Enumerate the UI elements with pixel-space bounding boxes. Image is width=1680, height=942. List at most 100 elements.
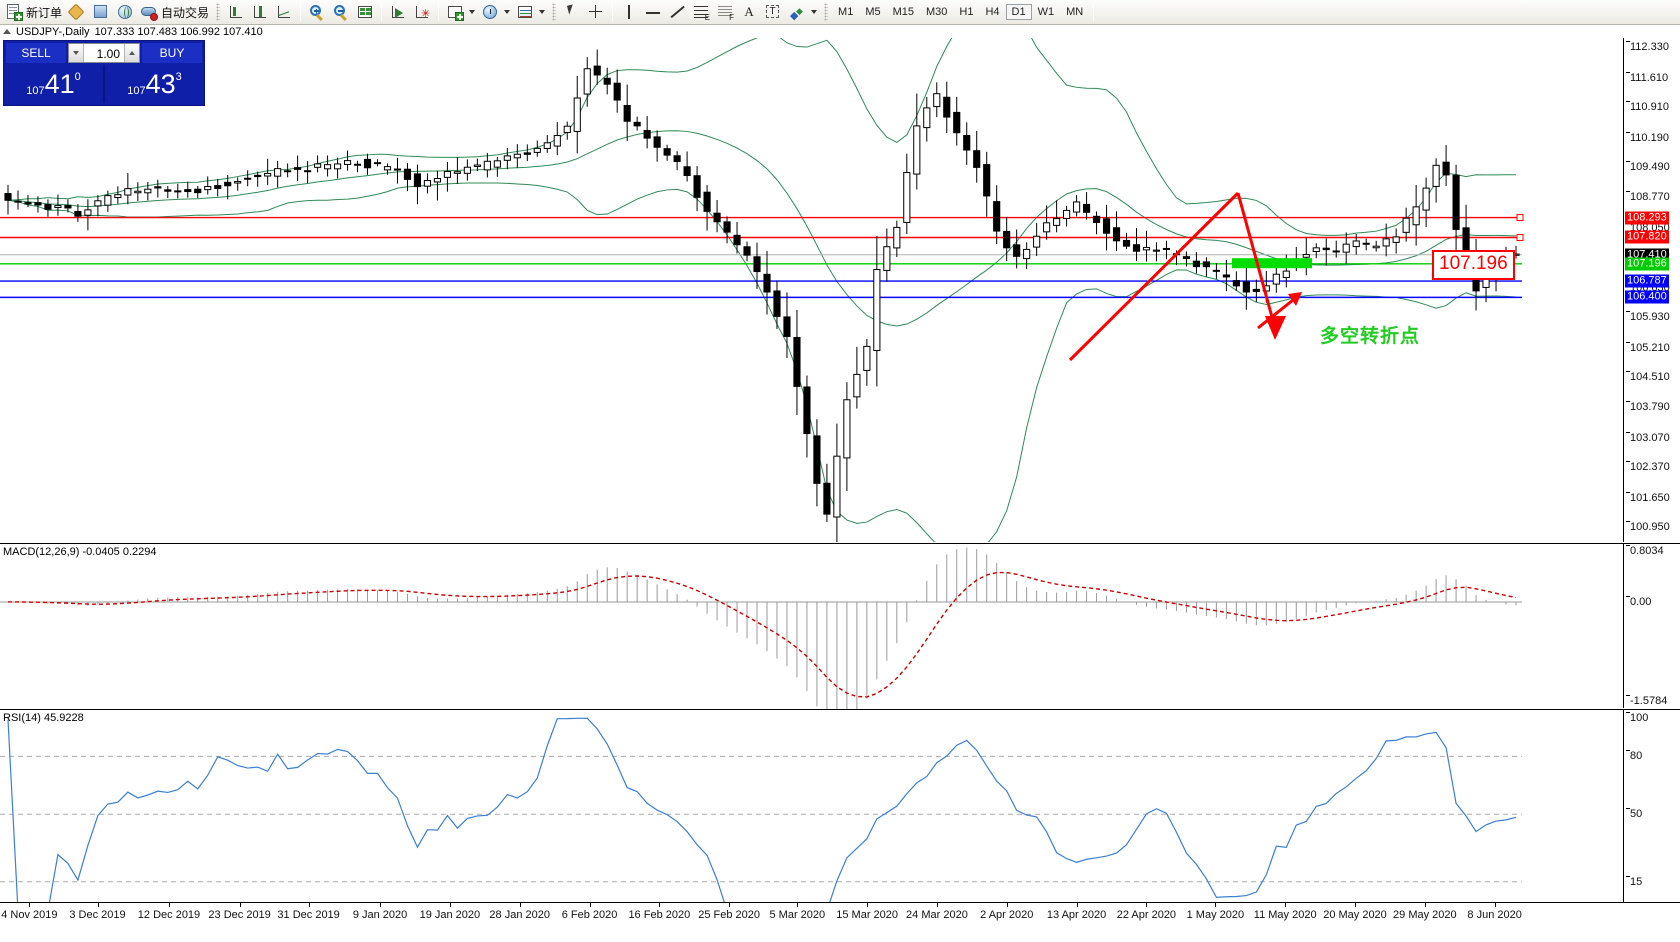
date-tick xyxy=(29,903,31,907)
fibonacci-fan-tool[interactable]: F xyxy=(713,1,737,23)
tick-mark xyxy=(1626,521,1630,523)
volume-decrease-button[interactable] xyxy=(69,44,84,62)
price-axis-line xyxy=(1623,38,1624,542)
buy-price-quote[interactable]: 107 43 3 xyxy=(103,65,204,103)
timeframe-m1[interactable]: M1 xyxy=(838,6,854,18)
toolbar-grip[interactable] xyxy=(216,3,221,21)
volume-increase-button[interactable] xyxy=(124,44,139,62)
sell-button[interactable]: SELL xyxy=(6,43,66,63)
date-tick xyxy=(797,903,799,907)
date-label: 24 Mar 2020 xyxy=(906,909,968,921)
volume-stepper[interactable]: 1.00 xyxy=(68,43,140,63)
auto-trading-button[interactable]: 自动交易 xyxy=(137,1,212,23)
buy-price-big: 43 xyxy=(145,68,176,99)
tick-mark xyxy=(1626,371,1630,373)
text-box-tool[interactable]: T xyxy=(761,1,785,23)
price-tick: 101.650 xyxy=(1626,491,1670,504)
expert-advisors-button[interactable] xyxy=(65,1,89,23)
tick-mark xyxy=(1626,875,1630,877)
rsi-tick: 50 xyxy=(1626,808,1642,820)
main-toolbar: 新订单 自动交易 xyxy=(0,0,1680,25)
bar-chart-button[interactable] xyxy=(224,1,248,23)
timeframe-h4[interactable]: H4 xyxy=(985,6,1000,18)
chevron-down-icon[interactable] xyxy=(539,10,546,14)
date-label: 23 Dec 2019 xyxy=(208,909,271,921)
date-label: 1 May 2020 xyxy=(1186,909,1245,921)
tick-mark xyxy=(1626,131,1630,133)
tick-mark xyxy=(1626,101,1630,103)
sell-price-quote[interactable]: 107 41 0 xyxy=(4,65,103,103)
one-click-trading-panel[interactable]: SELL 1.00 BUY 107 41 0 107 43 3 xyxy=(3,40,205,106)
rsi-tick: 100 xyxy=(1626,711,1648,724)
rsi-scale[interactable]: 100 80 50 15 xyxy=(1624,710,1680,902)
fibonacci-tool[interactable]: E xyxy=(689,1,713,23)
chevron-down-icon[interactable] xyxy=(504,10,511,14)
price-tick: 102.370 xyxy=(1626,461,1670,473)
price-level-tag[interactable]: 106.787 xyxy=(1625,274,1669,288)
date-label: 2 Apr 2020 xyxy=(980,909,1034,921)
macd-scale[interactable]: 0.8034 0.00 -1.5784 xyxy=(1624,544,1680,708)
horizontal-line-tool[interactable] xyxy=(641,1,665,23)
price-scale[interactable]: 112.330 111.610 110.910 110.190 109.490 108.7… xyxy=(1624,38,1680,542)
price-level-tag[interactable]: 106.400 xyxy=(1625,290,1669,304)
price-chart-canvas xyxy=(0,38,1524,542)
date-tick xyxy=(1146,903,1148,907)
date-tick xyxy=(380,903,382,907)
shapes-tool[interactable]: ◆ ◆ xyxy=(785,1,820,23)
price-tick: 110.910 xyxy=(1626,101,1669,113)
zoom-in-button[interactable] xyxy=(305,1,329,23)
ohlc-values: 107.333 107.483 106.992 107.410 xyxy=(94,25,263,38)
market-book-button[interactable] xyxy=(89,1,113,23)
price-tick: 108.770 xyxy=(1626,191,1670,203)
periods-button[interactable] xyxy=(478,1,513,23)
macd-tick: -1.5784 xyxy=(1626,695,1667,707)
macd-pane[interactable]: MACD(12,26,9) -0.0405 0.2294 0.8034 0.00 -… xyxy=(0,543,1680,709)
volume-value[interactable]: 1.00 xyxy=(96,47,120,61)
crosshair-tool[interactable] xyxy=(584,1,608,23)
tick-mark xyxy=(1626,808,1630,810)
new-order-button[interactable]: 新订单 xyxy=(2,1,65,23)
timeframe-m5[interactable]: M5 xyxy=(865,6,881,18)
templates-button[interactable] xyxy=(513,1,548,23)
timeframe-w1[interactable]: W1 xyxy=(1037,6,1055,18)
timeframe-mn[interactable]: MN xyxy=(1066,6,1084,18)
auto-scroll-button[interactable] xyxy=(386,1,410,23)
timeframe-m15[interactable]: M15 xyxy=(892,6,914,18)
tile-windows-button[interactable] xyxy=(353,1,377,23)
rsi-pane[interactable]: RSI(14) 45.9228 100 80 50 15 xyxy=(0,709,1680,903)
price-level-tag[interactable]: 108.293 xyxy=(1625,211,1669,225)
tick-mark xyxy=(1626,695,1630,697)
market-watch-button[interactable] xyxy=(113,1,137,23)
indicators-button[interactable] xyxy=(443,1,478,23)
vertical-line-tool[interactable] xyxy=(617,1,641,23)
toolbar-grip-3[interactable] xyxy=(824,3,829,21)
chevron-down-icon[interactable] xyxy=(811,10,818,14)
zoom-out-button[interactable] xyxy=(329,1,353,23)
timeframe-h1[interactable]: H1 xyxy=(959,6,974,18)
trendline-tool[interactable] xyxy=(665,1,689,23)
price-level-tag[interactable]: 107.196 xyxy=(1625,257,1669,271)
collapse-icon[interactable] xyxy=(3,29,11,34)
text-label-tool[interactable]: A xyxy=(737,1,761,23)
line-chart-button[interactable] xyxy=(272,1,296,23)
date-tick xyxy=(1076,903,1078,907)
buy-button[interactable]: BUY xyxy=(142,43,202,63)
new-order-label: 新订单 xyxy=(26,5,63,20)
date-label: 9 Jan 2020 xyxy=(352,909,408,921)
candlestick-chart-button[interactable] xyxy=(248,1,272,23)
timeframe-d1[interactable]: D1 xyxy=(1005,4,1032,20)
toolbar-separator-2 xyxy=(381,3,383,21)
date-tick xyxy=(936,903,938,907)
date-tick xyxy=(1285,903,1287,907)
toolbar-grip-2[interactable] xyxy=(552,3,557,21)
tick-mark xyxy=(1626,431,1630,433)
chart-shift-button[interactable]: ✳ xyxy=(410,1,434,23)
cursor-tool[interactable] xyxy=(560,1,584,23)
timeframe-m30[interactable]: M30 xyxy=(926,6,948,18)
sell-price-big: 41 xyxy=(44,68,75,99)
tick-mark xyxy=(1626,545,1630,547)
price-chart-pane[interactable]: 112.330 111.610 110.910 110.190 109.490 108.7… xyxy=(0,38,1680,542)
chevron-down-icon[interactable] xyxy=(469,10,476,14)
date-axis[interactable]: 4 Nov 2019 3 Dec 2019 12 Dec 2019 23 Dec 20… xyxy=(0,902,1680,942)
price-level-tag[interactable]: 107.820 xyxy=(1625,230,1669,244)
